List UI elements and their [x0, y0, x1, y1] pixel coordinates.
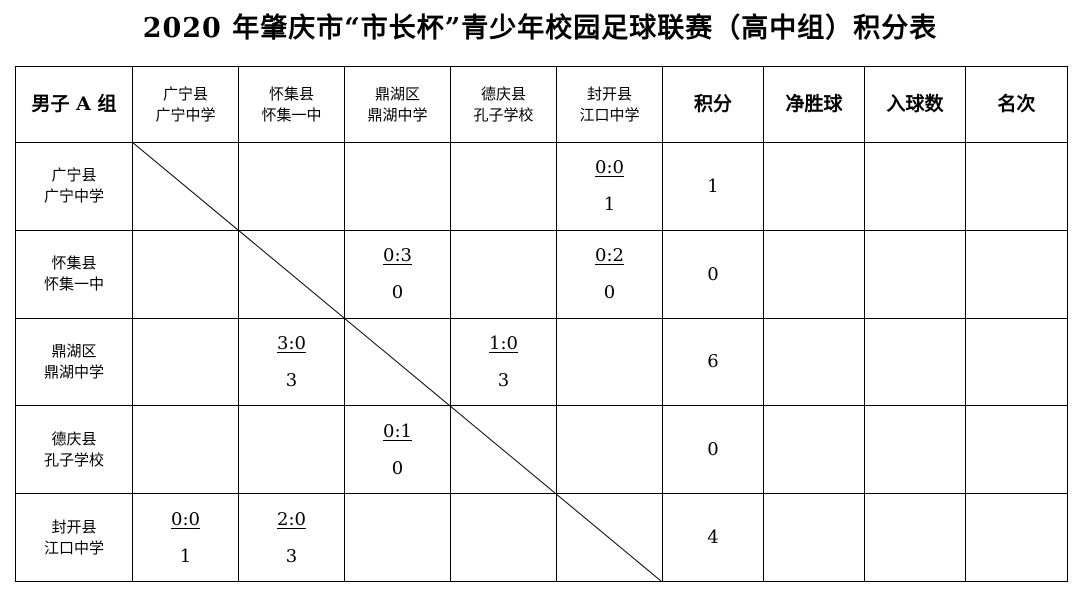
match-score: 1:0 [489, 332, 518, 354]
match-points: 3 [497, 369, 510, 391]
match-result-cell: 0:2 0 [556, 229, 663, 319]
total-points-cell: 4 [662, 493, 764, 582]
rank-cell [965, 229, 1068, 319]
row-header-team: 鼎湖区 鼎湖中学 [15, 317, 133, 407]
match-result-cell [344, 142, 451, 231]
column-header-rank: 名次 [965, 66, 1068, 143]
goals-scored-cell [864, 229, 966, 319]
match-score: 0:3 [383, 245, 412, 267]
match-points: 0 [391, 457, 404, 479]
match-result-cell [132, 229, 239, 319]
match-points: 0 [603, 282, 616, 304]
match-score: 3:0 [277, 332, 306, 354]
goal-difference-cell [763, 317, 865, 407]
table-row: 鼎湖区 鼎湖中学 3:0 3 1:0 3 6 [15, 317, 1068, 407]
match-result-cell [450, 142, 557, 231]
column-header-goal-difference: 净胜球 [763, 66, 865, 143]
page-title: 2020 年肇庆市“市长杯”青少年校园足球联赛（高中组）积分表 [142, 13, 938, 44]
match-score: 0:0 [595, 157, 624, 179]
rank-cell [965, 142, 1068, 231]
rank-cell [965, 405, 1068, 495]
table-row: 怀集县 怀集一中 0:3 0 0:2 0 0 [15, 229, 1068, 319]
column-header-team: 封开县 江口中学 [556, 66, 663, 143]
match-result-cell [132, 317, 239, 407]
goal-difference-cell [763, 229, 865, 319]
table-row: 广宁县 广宁中学 0:0 1 1 [15, 142, 1068, 231]
total-points-cell: 6 [662, 317, 764, 407]
match-score: 2:0 [277, 508, 306, 530]
match-result-cell: 0:0 1 [132, 493, 239, 582]
match-points: 3 [285, 369, 298, 391]
match-score: 0:2 [595, 245, 624, 267]
match-result-cell: 0:0 1 [556, 142, 663, 231]
match-result-cell [238, 405, 345, 495]
column-header-team: 怀集县 怀集一中 [238, 66, 345, 143]
column-header-goals-scored: 入球数 [864, 66, 966, 143]
group-label: 男子 A 组 [15, 66, 133, 143]
goals-scored-cell [864, 142, 966, 231]
rank-cell [965, 493, 1068, 582]
row-header-team: 广宁县 广宁中学 [15, 142, 133, 231]
match-result-cell [238, 142, 345, 231]
total-points-cell: 0 [662, 405, 764, 495]
rank-cell [965, 317, 1068, 407]
goals-scored-cell [864, 493, 966, 582]
match-points: 3 [285, 545, 298, 567]
column-header-team: 广宁县 广宁中学 [132, 66, 239, 143]
goal-difference-cell [763, 142, 865, 231]
match-result-cell: 1:0 3 [450, 317, 557, 407]
match-result-cell [450, 229, 557, 319]
match-result-cell [556, 317, 663, 407]
match-score: 0:1 [383, 420, 412, 442]
total-points-cell: 0 [662, 229, 764, 319]
goal-difference-cell [763, 405, 865, 495]
match-result-cell [556, 493, 663, 582]
goals-scored-cell [864, 317, 966, 407]
match-result-cell [238, 229, 345, 319]
match-points: 0 [391, 282, 404, 304]
match-result-cell: 3:0 3 [238, 317, 345, 407]
match-result-cell [132, 405, 239, 495]
match-result-cell: 0:3 0 [344, 229, 451, 319]
row-header-team: 怀集县 怀集一中 [15, 229, 133, 319]
column-header-team: 德庆县 孔子学校 [450, 66, 557, 143]
goals-scored-cell [864, 405, 966, 495]
match-score: 0:0 [171, 508, 200, 530]
row-header-team: 封开县 江口中学 [15, 493, 133, 582]
match-result-cell [556, 405, 663, 495]
table-row: 封开县 江口中学 0:0 1 2:0 3 4 [15, 493, 1068, 582]
row-header-team: 德庆县 孔子学校 [15, 405, 133, 495]
match-points: 1 [179, 545, 192, 567]
header-row: 男子 A 组 广宁县 广宁中学 怀集县 怀集一中 鼎湖区 鼎湖中学 德庆县 孔子学校 封… [15, 66, 1068, 143]
match-result-cell [344, 317, 451, 407]
match-result-cell [132, 142, 239, 231]
match-points: 1 [603, 194, 616, 216]
column-header-team: 鼎湖区 鼎湖中学 [344, 66, 451, 143]
goal-difference-cell [763, 493, 865, 582]
total-points-cell: 1 [662, 142, 764, 231]
match-result-cell [450, 405, 557, 495]
standings-table: 男子 A 组 广宁县 广宁中学 怀集县 怀集一中 鼎湖区 鼎湖中学 德庆县 孔子学校 封… [15, 66, 1068, 582]
match-result-cell [450, 493, 557, 582]
match-result-cell: 0:1 0 [344, 405, 451, 495]
column-header-points: 积分 [662, 66, 764, 143]
match-result-cell [344, 493, 451, 582]
match-result-cell: 2:0 3 [238, 493, 345, 582]
table-row: 德庆县 孔子学校 0:1 0 0 [15, 405, 1068, 495]
